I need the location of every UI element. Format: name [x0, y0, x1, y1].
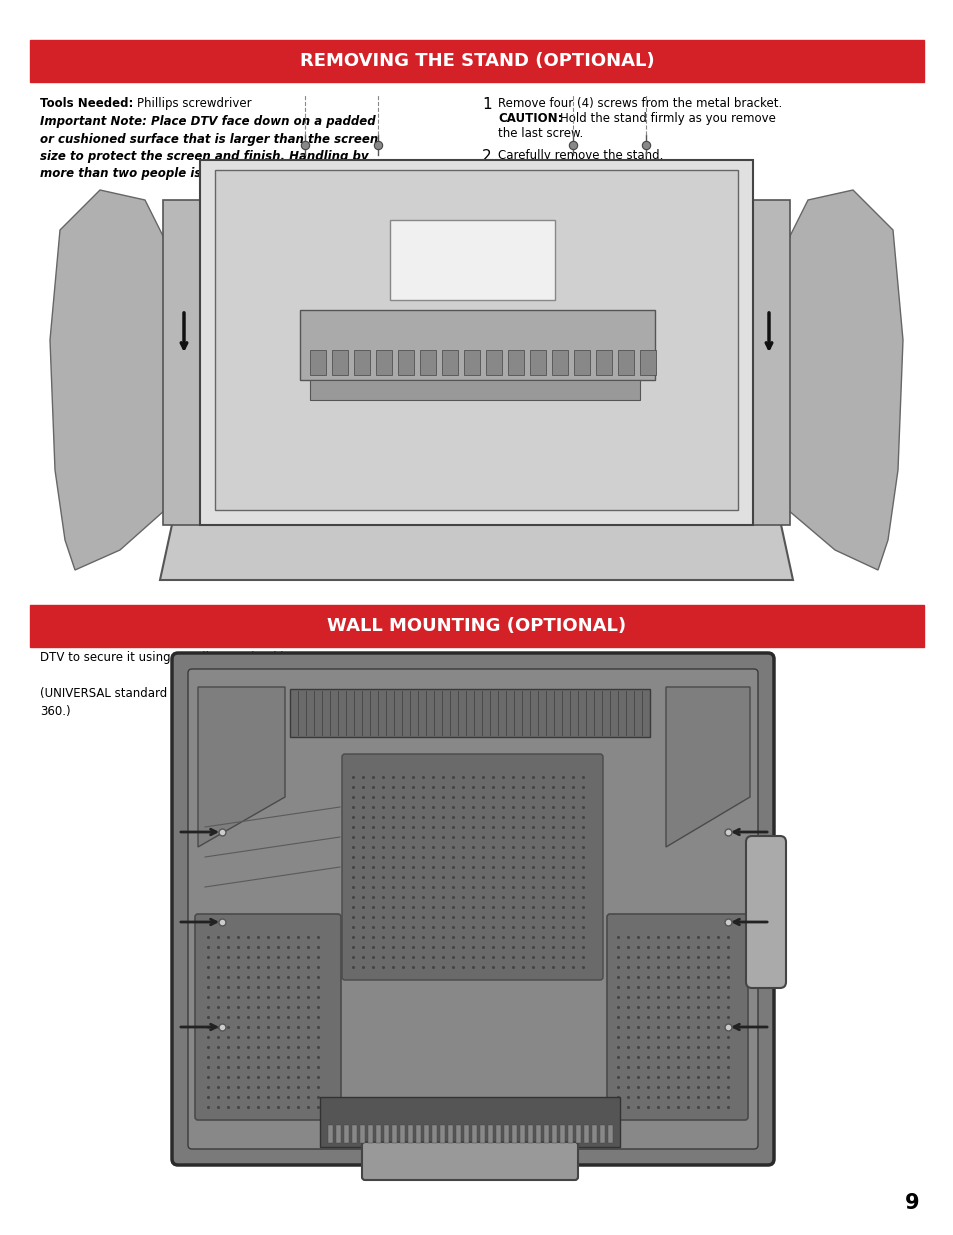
Bar	[30, 605, 923, 647]
Bar	[496, 1125, 500, 1144]
Text: WALL MOUNTING (OPTIONAL): WALL MOUNTING (OPTIONAL)	[327, 618, 626, 635]
Bar	[519, 1125, 524, 1144]
Bar	[485, 350, 501, 375]
FancyBboxPatch shape	[745, 836, 785, 988]
Bar	[332, 350, 348, 375]
FancyBboxPatch shape	[606, 914, 747, 1120]
Bar	[416, 1125, 420, 1144]
Polygon shape	[778, 190, 902, 571]
Text: 1: 1	[481, 98, 491, 112]
Bar	[439, 1125, 444, 1144]
Text: CAUTION:: CAUTION:	[497, 112, 562, 125]
Bar	[397, 350, 414, 375]
Bar	[567, 1125, 573, 1144]
Text: Carefully remove the stand.: Carefully remove the stand.	[497, 149, 662, 162]
Bar	[384, 1125, 389, 1144]
Bar	[559, 1125, 564, 1144]
Bar	[319, 1097, 619, 1147]
Bar	[599, 1125, 604, 1144]
Bar	[344, 1125, 349, 1144]
Polygon shape	[747, 200, 789, 525]
FancyBboxPatch shape	[194, 914, 340, 1120]
Bar	[352, 1125, 356, 1144]
Polygon shape	[214, 170, 738, 510]
Bar	[530, 350, 545, 375]
Bar	[310, 350, 326, 375]
FancyBboxPatch shape	[341, 755, 602, 981]
Bar	[30, 40, 923, 82]
Bar	[479, 1125, 484, 1144]
Bar	[368, 1125, 373, 1144]
Bar	[543, 1125, 548, 1144]
Bar	[441, 350, 457, 375]
Text: Mounting screws measurements:: Mounting screws measurements:	[497, 659, 718, 672]
Bar	[607, 1125, 613, 1144]
Polygon shape	[665, 687, 749, 847]
Bar	[354, 350, 370, 375]
Polygon shape	[160, 520, 792, 580]
Text: Phillips screwdriver: Phillips screwdriver	[137, 98, 252, 110]
Bar	[472, 1125, 476, 1144]
FancyBboxPatch shape	[361, 1142, 578, 1179]
Bar	[488, 1125, 493, 1144]
Polygon shape	[200, 161, 752, 525]
Polygon shape	[163, 200, 205, 525]
Bar	[507, 350, 523, 375]
Bar	[299, 310, 655, 380]
Text: Tools Needed:: Tools Needed:	[40, 98, 133, 110]
Bar	[503, 1125, 509, 1144]
Text: Hold the stand firmly as you remove: Hold the stand firmly as you remove	[559, 112, 775, 125]
Bar	[399, 1125, 405, 1144]
Bar	[583, 1125, 588, 1144]
Bar	[456, 1125, 460, 1144]
Text: 9: 9	[903, 1193, 919, 1213]
Text: REMOVING THE STAND (OPTIONAL): REMOVING THE STAND (OPTIONAL)	[299, 52, 654, 70]
Bar	[390, 220, 555, 300]
Bar	[432, 1125, 436, 1144]
Bar	[536, 1125, 540, 1144]
Bar	[423, 1125, 429, 1144]
Bar	[596, 350, 612, 375]
Bar	[512, 1125, 517, 1144]
Bar	[419, 350, 436, 375]
Bar	[408, 1125, 413, 1144]
Bar	[463, 350, 479, 375]
Bar	[392, 1125, 396, 1144]
Polygon shape	[198, 687, 285, 847]
Bar	[328, 1125, 333, 1144]
Bar	[618, 350, 634, 375]
Bar	[552, 1125, 557, 1144]
Text: Note: Wall Mounting kit is not supplied.: Note: Wall Mounting kit is not supplied.	[497, 634, 730, 646]
Text: 2: 2	[481, 149, 491, 164]
Bar	[375, 1125, 380, 1144]
Bar	[375, 350, 392, 375]
Bar	[290, 689, 649, 737]
Bar	[574, 350, 589, 375]
Text: Important Note: Place DTV face down on a padded
or cushioned surface that is lar: Important Note: Place DTV face down on a…	[40, 115, 377, 180]
Bar	[335, 1125, 340, 1144]
Bar	[448, 1125, 453, 1144]
FancyBboxPatch shape	[172, 653, 773, 1165]
Bar	[576, 1125, 580, 1144]
Bar	[552, 350, 567, 375]
Bar	[463, 1125, 469, 1144]
Polygon shape	[50, 190, 174, 571]
Text: M6 Diameter, Length—12mm (maximum).: M6 Diameter, Length—12mm (maximum).	[497, 677, 748, 690]
Bar	[639, 350, 656, 375]
Bar	[359, 1125, 365, 1144]
Bar	[592, 1125, 597, 1144]
Bar	[527, 1125, 533, 1144]
Text: Use the threaded inserts on the back of your Plasma
DTV to secure it using a wal: Use the threaded inserts on the back of …	[40, 634, 351, 718]
Bar	[310, 380, 639, 400]
Text: Remove four (4) screws from the metal bracket.: Remove four (4) screws from the metal br…	[497, 98, 781, 110]
FancyBboxPatch shape	[188, 669, 758, 1149]
Text: the last screw.: the last screw.	[497, 127, 582, 140]
